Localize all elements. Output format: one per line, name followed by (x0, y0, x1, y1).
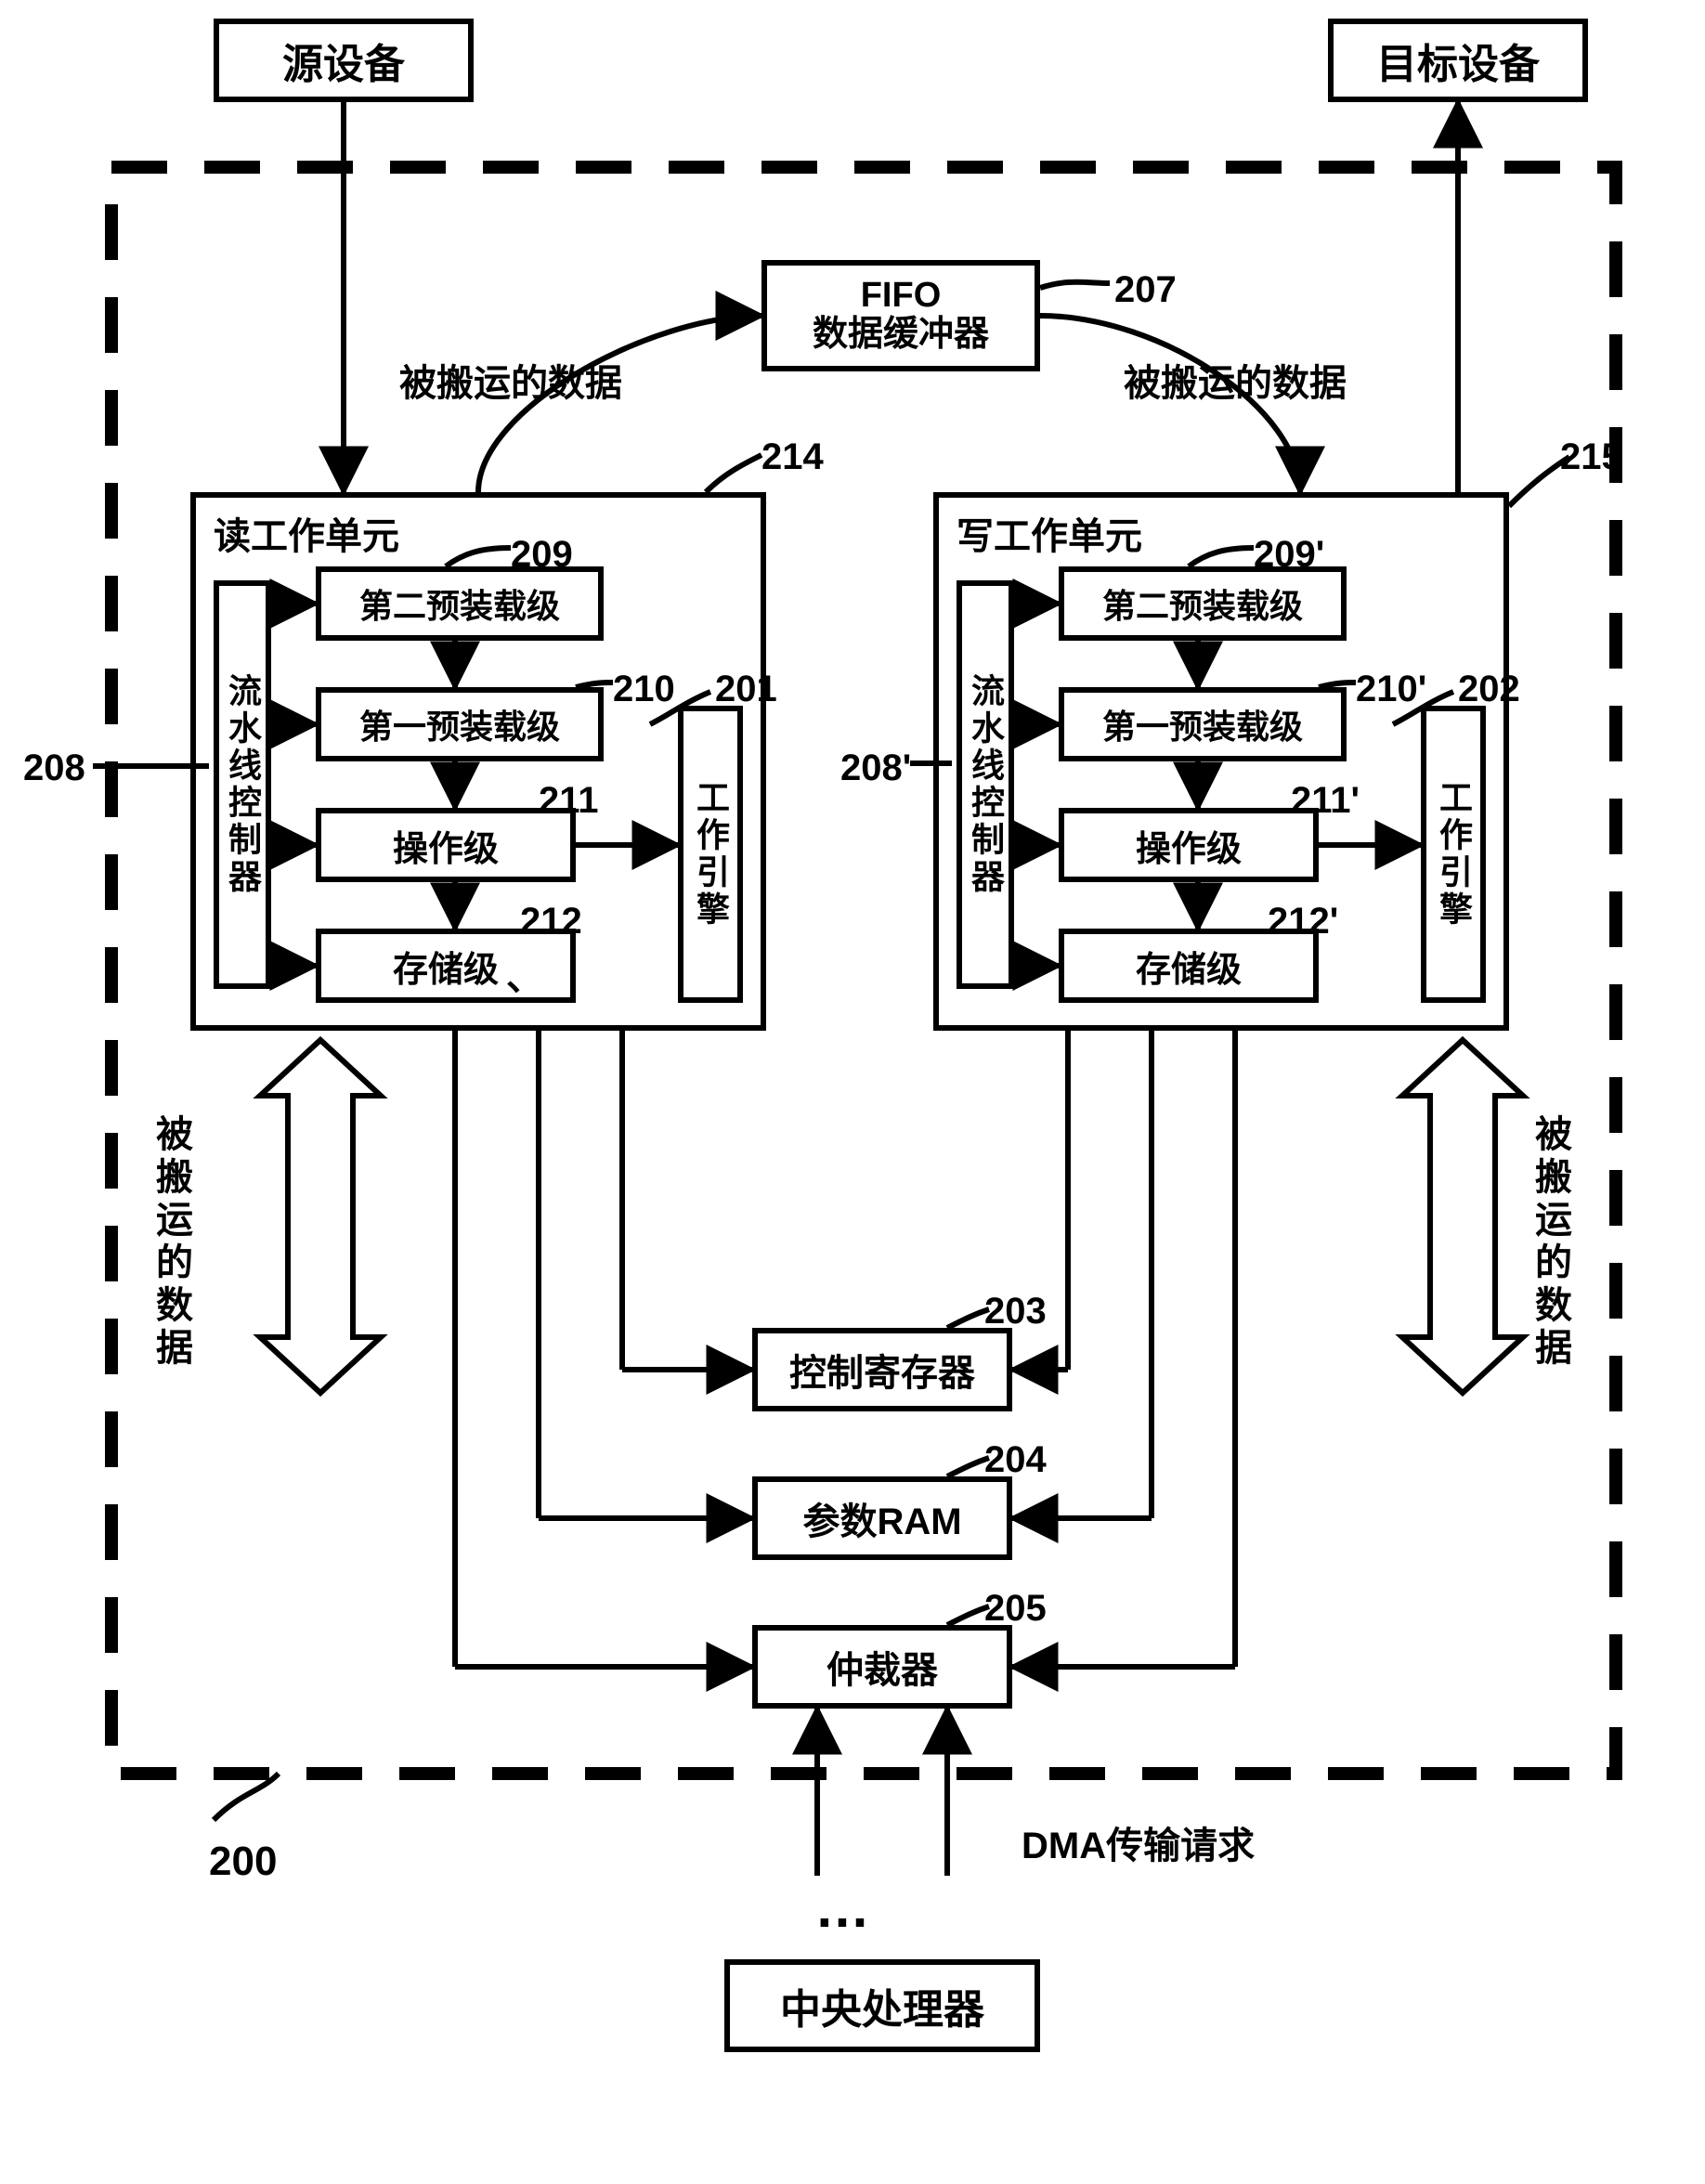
write-st-ref: 212' (1268, 901, 1338, 942)
moved-data-left-vertical: 被搬运的数据 (144, 1114, 198, 1371)
write-operate-stage: 操作级 (1059, 808, 1319, 882)
read-op-ref: 211 (539, 780, 599, 822)
write-pipe-ref: 208' (840, 748, 911, 789)
read-second-preload-stage: 第二预装载级 (316, 566, 604, 641)
cpu-box: 中央处理器 (724, 1959, 1040, 2052)
moved-data-left-label: 被搬运的数据 (399, 353, 622, 407)
read-st-ref: 212 (520, 901, 582, 942)
write-work-unit-ref: 215 (1560, 436, 1622, 478)
read-pipe-ref: 208 (23, 748, 85, 789)
parameter-ram-box: 参数RAM (752, 1476, 1012, 1560)
fifo-label-line2: 数据缓冲器 (813, 316, 989, 355)
source-device-box: 源设备 (214, 19, 474, 102)
dma-request-label: DMA传输请求 (1022, 1815, 1255, 1869)
moved-data-right-label: 被搬运的数据 (1124, 353, 1347, 407)
read-work-unit-title: 读工作单元 (214, 506, 399, 560)
read-first-preload-stage: 第一预装载级 (316, 687, 604, 761)
arbiter-box: 仲裁器 (752, 1625, 1012, 1709)
fifo-buffer-box: FIFO 数据缓冲器 (761, 260, 1040, 371)
read-engine-ref: 201 (715, 669, 777, 710)
arbiter-ref: 205 (984, 1588, 1047, 1630)
write-work-engine: 工作引擎 (1421, 706, 1486, 1003)
diagram-canvas: 源设备 目标设备 FIFO 数据缓冲器 207 被搬运的数据 被搬运的数据 读工… (0, 0, 1705, 2184)
figure-reference-label: 200 (209, 1839, 277, 1885)
write-second-preload-stage: 第二预装载级 (1059, 566, 1347, 641)
target-device-box: 目标设备 (1328, 19, 1588, 102)
write-engine-ref: 202 (1458, 669, 1520, 710)
write-work-unit-title: 写工作单元 (957, 506, 1142, 560)
fifo-ref-label: 207 (1114, 269, 1177, 311)
moved-data-right-vertical: 被搬运的数据 (1523, 1114, 1577, 1371)
write-op-ref: 211' (1291, 780, 1360, 822)
read-s1-ref: 210 (613, 669, 675, 710)
read-tick-mark: 、 (506, 947, 543, 1001)
control-register-ref: 203 (984, 1291, 1047, 1332)
control-register-box: 控制寄存器 (752, 1328, 1012, 1411)
write-first-preload-stage: 第一预装载级 (1059, 687, 1347, 761)
ellipsis-label: … (814, 1876, 870, 1940)
read-operate-stage: 操作级 (316, 808, 576, 882)
parameter-ram-ref: 204 (984, 1439, 1047, 1481)
read-work-unit-ref: 214 (761, 436, 824, 478)
write-pipeline-controller: 流水线控制器 (957, 580, 1014, 989)
write-s1-ref: 210' (1356, 669, 1426, 710)
read-pipeline-controller: 流水线控制器 (214, 580, 271, 989)
fifo-label-line1: FIFO (813, 277, 989, 316)
write-s2-ref: 209' (1254, 534, 1324, 576)
read-work-engine: 工作引擎 (678, 706, 743, 1003)
read-s2-ref: 209 (511, 534, 573, 576)
